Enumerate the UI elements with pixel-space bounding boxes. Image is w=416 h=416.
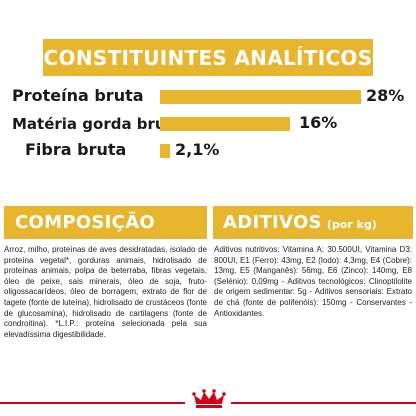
composition-title: COMPOSIÇÃO bbox=[15, 212, 156, 233]
footer-line-left bbox=[0, 402, 185, 404]
royal-canin-crown-icon bbox=[192, 389, 226, 408]
additives-title: ADITIVOS bbox=[223, 212, 322, 233]
analytics-banner: CONSTITUINTES ANALÍTICOS bbox=[43, 39, 373, 76]
additives-text: Aditivos nutritivos: Vitamina A: 30.500U… bbox=[214, 245, 412, 318]
footer-line-right bbox=[231, 402, 416, 404]
additives-banner: ADITIVOS (por kg) bbox=[213, 206, 413, 239]
composition-banner: COMPOSIÇÃO bbox=[4, 206, 207, 239]
fat-bar bbox=[160, 117, 290, 131]
fat-value: 16% bbox=[299, 113, 338, 132]
protein-bar bbox=[160, 90, 361, 104]
analytics-title: CONSTITUINTES ANALÍTICOS bbox=[43, 45, 373, 70]
protein-label: Proteína bruta bbox=[12, 86, 144, 105]
additives-unit: (por kg) bbox=[326, 218, 377, 231]
fiber-value: 2,1% bbox=[175, 140, 220, 159]
fiber-label: Fibra bruta bbox=[25, 140, 127, 159]
fat-label: Matéria gorda bruta bbox=[12, 115, 183, 133]
fiber-bar bbox=[160, 144, 170, 158]
composition-text: Arroz, milho, proteínas de aves desidrat… bbox=[4, 245, 207, 339]
protein-value: 28% bbox=[366, 86, 405, 105]
